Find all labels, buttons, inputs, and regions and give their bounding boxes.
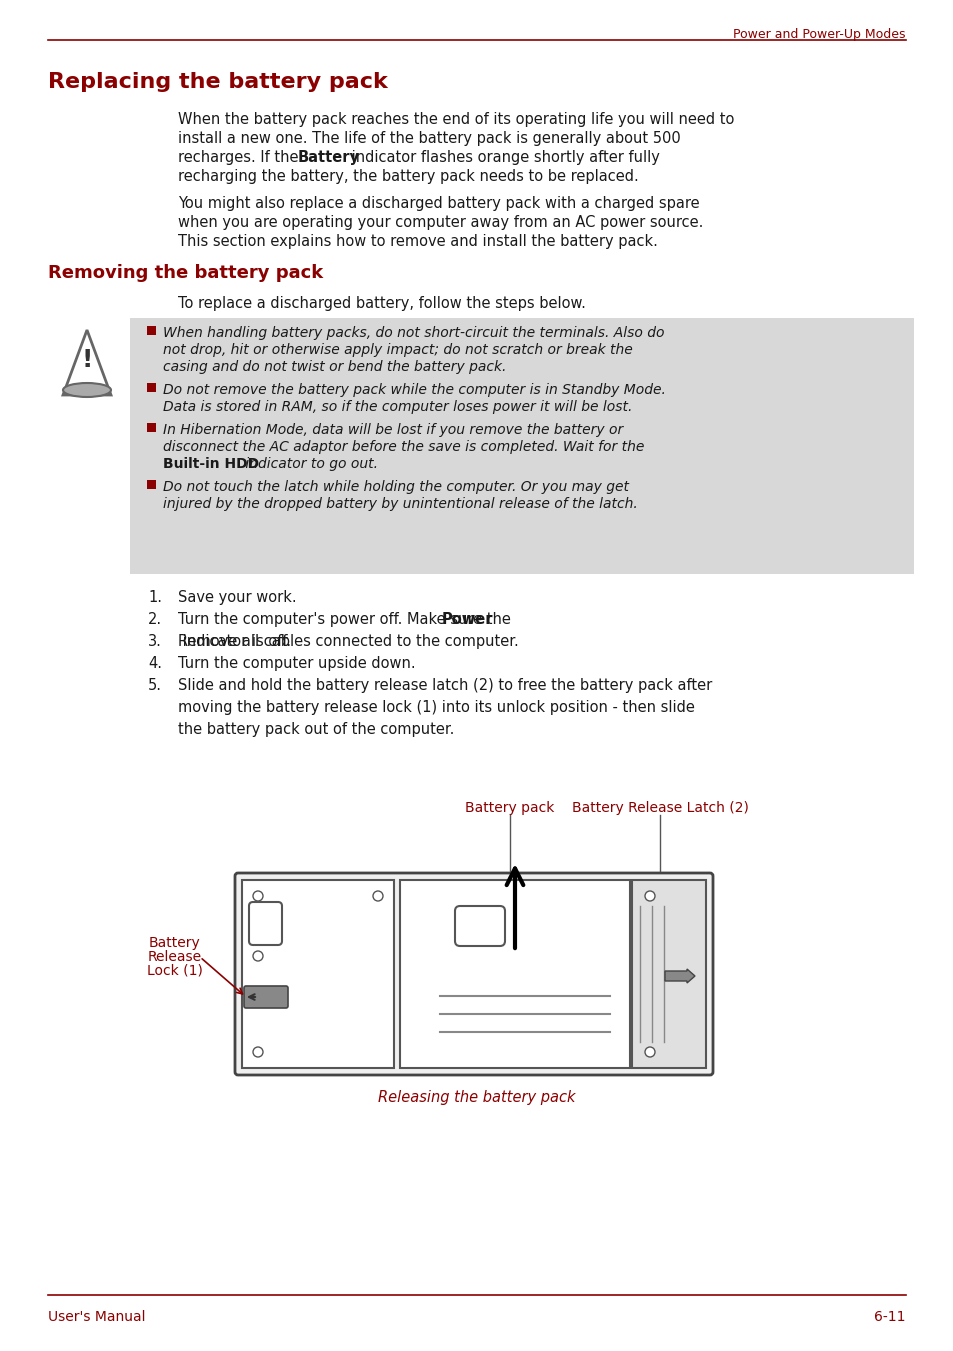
Text: Battery pack: Battery pack bbox=[465, 801, 554, 815]
Text: injured by the dropped battery by unintentional release of the latch.: injured by the dropped battery by uninte… bbox=[163, 497, 638, 511]
Circle shape bbox=[253, 951, 263, 961]
Text: recharges. If the: recharges. If the bbox=[178, 150, 303, 165]
Text: Built-in HDD: Built-in HDD bbox=[163, 457, 259, 471]
Text: Releasing the battery pack: Releasing the battery pack bbox=[377, 1090, 576, 1105]
Circle shape bbox=[644, 1047, 655, 1056]
Bar bbox=[242, 880, 394, 1069]
Text: disconnect the AC adaptor before the save is completed. Wait for the: disconnect the AC adaptor before the sav… bbox=[163, 440, 643, 454]
Circle shape bbox=[253, 921, 263, 931]
Text: 2.: 2. bbox=[148, 612, 162, 627]
Text: Removing the battery pack: Removing the battery pack bbox=[48, 263, 323, 282]
Text: recharging the battery, the battery pack needs to be replaced.: recharging the battery, the battery pack… bbox=[178, 169, 639, 184]
Text: 5.: 5. bbox=[148, 678, 162, 693]
Bar bbox=[147, 382, 156, 392]
Bar bbox=[130, 317, 913, 574]
FancyBboxPatch shape bbox=[455, 907, 504, 946]
Text: Save your work.: Save your work. bbox=[178, 590, 296, 605]
Circle shape bbox=[253, 892, 263, 901]
Text: moving the battery release lock (1) into its unlock position - then slide: moving the battery release lock (1) into… bbox=[178, 700, 694, 715]
Text: Replacing the battery pack: Replacing the battery pack bbox=[48, 72, 387, 92]
Text: indicator is off.: indicator is off. bbox=[178, 634, 291, 648]
Text: Battery: Battery bbox=[149, 936, 201, 950]
Text: Power: Power bbox=[441, 612, 493, 627]
Text: Remove all cables connected to the computer.: Remove all cables connected to the compu… bbox=[178, 634, 518, 648]
Text: Battery: Battery bbox=[297, 150, 359, 165]
Text: indicator flashes orange shortly after fully: indicator flashes orange shortly after f… bbox=[347, 150, 659, 165]
Text: when you are operating your computer away from an AC power source.: when you are operating your computer awa… bbox=[178, 215, 702, 230]
Text: 1.: 1. bbox=[148, 590, 162, 605]
Text: Power and Power-Up Modes: Power and Power-Up Modes bbox=[733, 28, 905, 41]
Text: Release: Release bbox=[148, 950, 202, 965]
Text: Lock (1): Lock (1) bbox=[147, 965, 203, 978]
Text: Turn the computer upside down.: Turn the computer upside down. bbox=[178, 657, 416, 671]
Text: To replace a discharged battery, follow the steps below.: To replace a discharged battery, follow … bbox=[178, 296, 585, 311]
FancyBboxPatch shape bbox=[249, 902, 282, 944]
Text: install a new one. The life of the battery pack is generally about 500: install a new one. The life of the batte… bbox=[178, 131, 680, 146]
Text: Do not touch the latch while holding the computer. Or you may get: Do not touch the latch while holding the… bbox=[163, 480, 628, 494]
Text: not drop, hit or otherwise apply impact; do not scratch or break the: not drop, hit or otherwise apply impact;… bbox=[163, 343, 632, 357]
Text: You might also replace a discharged battery pack with a charged spare: You might also replace a discharged batt… bbox=[178, 196, 699, 211]
Text: This section explains how to remove and install the battery pack.: This section explains how to remove and … bbox=[178, 234, 658, 249]
Text: 6-11: 6-11 bbox=[874, 1310, 905, 1324]
Polygon shape bbox=[63, 330, 111, 394]
Text: 4.: 4. bbox=[148, 657, 162, 671]
Bar bbox=[147, 326, 156, 335]
Text: Turn the computer's power off. Make sure the: Turn the computer's power off. Make sure… bbox=[178, 612, 515, 627]
Text: When the battery pack reaches the end of its operating life you will need to: When the battery pack reaches the end of… bbox=[178, 112, 734, 127]
FancyArrow shape bbox=[664, 969, 695, 984]
Text: indicator to go out.: indicator to go out. bbox=[241, 457, 377, 471]
Text: 3.: 3. bbox=[148, 634, 162, 648]
Bar bbox=[399, 880, 629, 1069]
Circle shape bbox=[373, 892, 382, 901]
Text: In Hibernation Mode, data will be lost if you remove the battery or: In Hibernation Mode, data will be lost i… bbox=[163, 423, 622, 436]
FancyBboxPatch shape bbox=[244, 986, 288, 1008]
Text: the battery pack out of the computer.: the battery pack out of the computer. bbox=[178, 721, 454, 738]
Text: Data is stored in RAM, so if the computer loses power it will be lost.: Data is stored in RAM, so if the compute… bbox=[163, 400, 632, 413]
Text: !: ! bbox=[81, 349, 92, 372]
Bar bbox=[631, 880, 705, 1069]
Text: When handling battery packs, do not short-circuit the terminals. Also do: When handling battery packs, do not shor… bbox=[163, 326, 664, 340]
FancyBboxPatch shape bbox=[234, 873, 712, 1075]
Text: User's Manual: User's Manual bbox=[48, 1310, 146, 1324]
Circle shape bbox=[644, 892, 655, 901]
Bar bbox=[147, 480, 156, 489]
Text: Slide and hold the battery release latch (2) to free the battery pack after: Slide and hold the battery release latch… bbox=[178, 678, 712, 693]
Circle shape bbox=[253, 1047, 263, 1056]
Ellipse shape bbox=[63, 382, 111, 397]
Text: casing and do not twist or bend the battery pack.: casing and do not twist or bend the batt… bbox=[163, 359, 506, 374]
Text: Do not remove the battery pack while the computer is in Standby Mode.: Do not remove the battery pack while the… bbox=[163, 382, 665, 397]
Bar bbox=[147, 423, 156, 432]
Text: Battery Release Latch (2): Battery Release Latch (2) bbox=[571, 801, 748, 815]
